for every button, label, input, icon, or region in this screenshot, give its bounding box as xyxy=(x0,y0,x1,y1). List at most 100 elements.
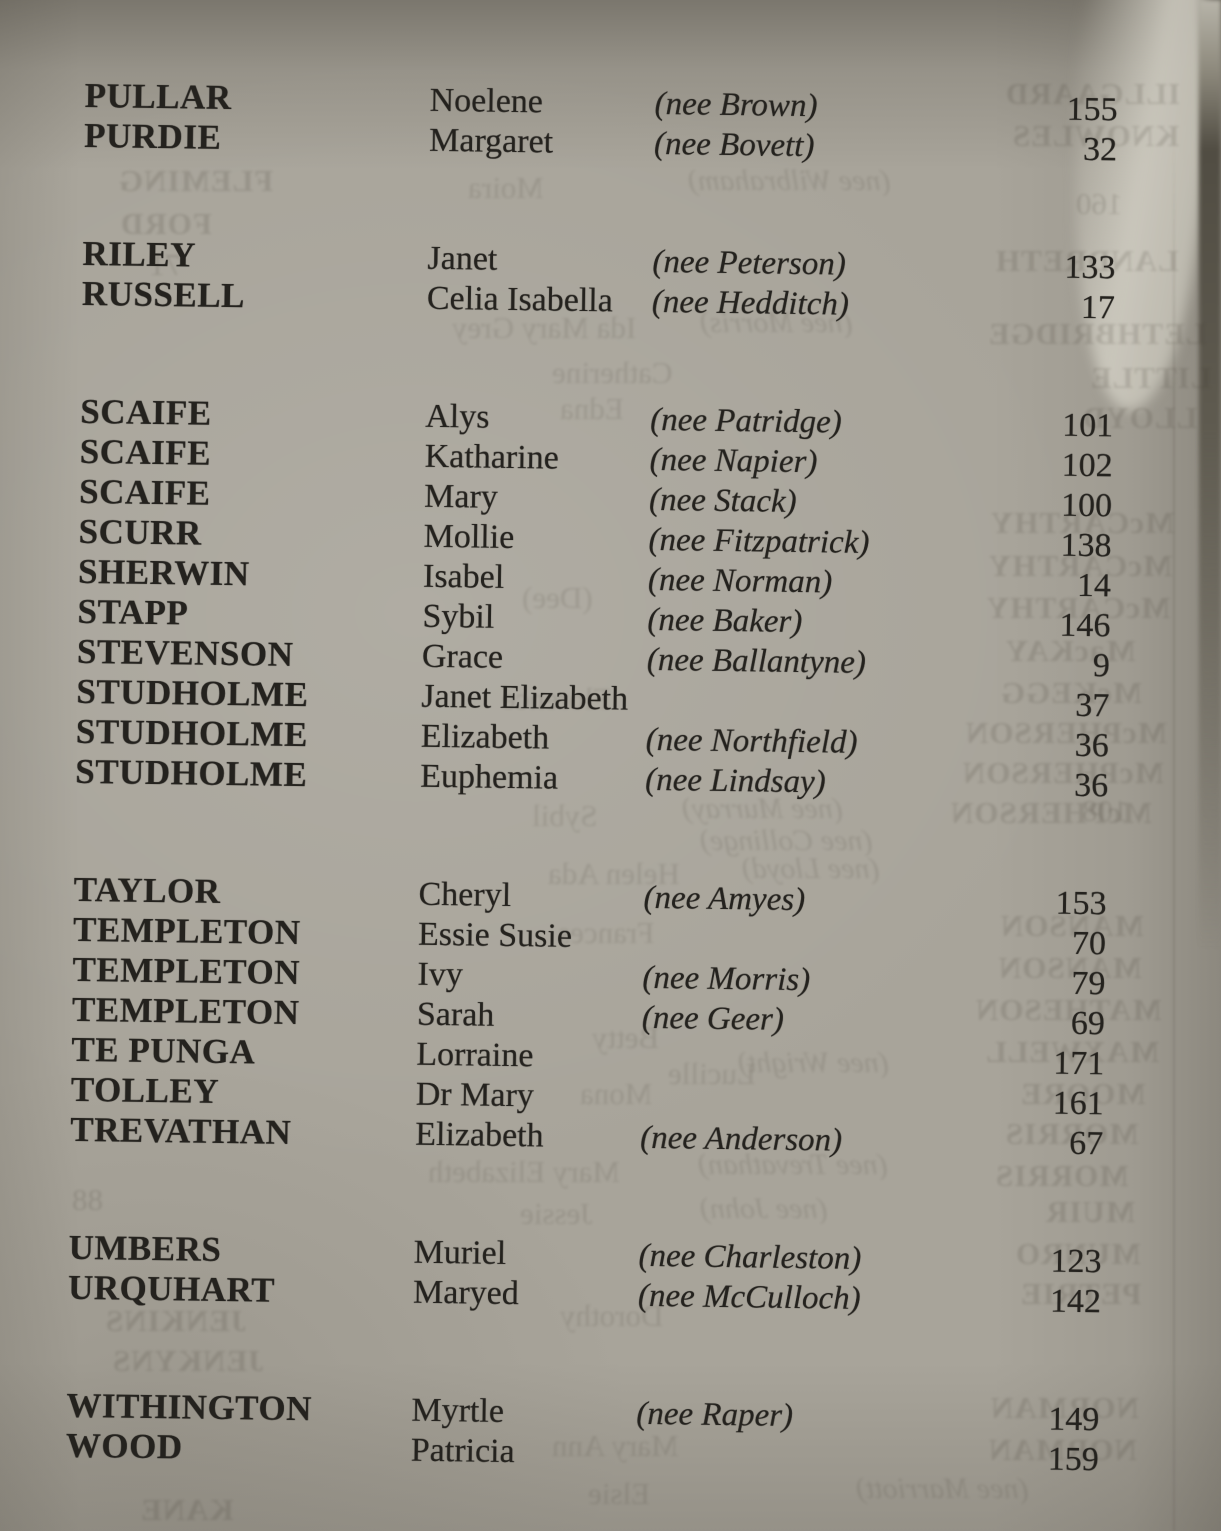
surname: STUDHOLME xyxy=(76,671,309,715)
maiden-name xyxy=(641,1078,987,1123)
surname: WOOD xyxy=(65,1425,183,1467)
given-names: Margaret xyxy=(428,121,554,161)
page-number: 79 xyxy=(1071,964,1106,1003)
given-names: Cheryl xyxy=(418,875,512,915)
maiden-name xyxy=(643,918,989,963)
maiden-name: (nee Ballantyne) xyxy=(646,641,867,681)
given-names: Elizabeth xyxy=(420,717,550,757)
surname: TREVATHAN xyxy=(70,1109,292,1152)
maiden-name: (nee Baker) xyxy=(647,601,803,641)
page-number: 17 xyxy=(1080,288,1116,327)
page-number: 133 xyxy=(1064,248,1116,287)
maiden-name: (nee Hedditch) xyxy=(651,283,850,323)
page-number: 67 xyxy=(1068,1124,1104,1163)
surname: SCAIFE xyxy=(78,471,211,513)
bleedthrough-text: Elsie xyxy=(588,1476,650,1511)
surname: TE PUNGA xyxy=(71,1029,256,1072)
surname: TEMPLETON xyxy=(71,989,300,1033)
maiden-name: (nee Charleston) xyxy=(638,1237,862,1277)
surname: URQUHART xyxy=(67,1267,276,1310)
page-number: 69 xyxy=(1070,1004,1106,1043)
surname: PURDIE xyxy=(83,115,222,157)
maiden-name xyxy=(636,1434,982,1479)
page-number: 101 xyxy=(1061,406,1114,445)
surname: SCAIFE xyxy=(80,391,212,433)
page-number: 138 xyxy=(1060,526,1112,565)
surname: SHERWIN xyxy=(77,551,250,594)
page-number: 37 xyxy=(1075,686,1110,725)
page-number: 102 xyxy=(1061,446,1113,485)
index-group-S: SCAIFE Alys (nee Patridge) 101 SCAIFE Ka… xyxy=(75,392,1113,806)
surname: TOLLEY xyxy=(70,1069,220,1111)
page-number: 155 xyxy=(1066,90,1118,129)
given-names: Ivy xyxy=(417,955,464,994)
page-number: 159 xyxy=(1047,1440,1100,1479)
surname: TEMPLETON xyxy=(72,909,301,953)
page-number: 70 xyxy=(1071,924,1107,963)
given-names: Katharine xyxy=(424,437,560,477)
surname: TAYLOR xyxy=(73,869,221,911)
maiden-name xyxy=(646,680,992,725)
page-number: 32 xyxy=(1082,130,1118,169)
page-number: 36 xyxy=(1074,726,1110,765)
given-names: Grace xyxy=(421,637,504,676)
given-names: Dr Mary xyxy=(415,1075,535,1115)
surname: TEMPLETON xyxy=(72,949,301,993)
page-number: 123 xyxy=(1050,1242,1102,1281)
index-group-W: WITHINGTON Myrtle (nee Raper) 149 WOOD P… xyxy=(66,1386,1100,1480)
page-edge-seam xyxy=(1173,140,1175,1531)
index-group-T: TAYLOR Cheryl (nee Amyes) 153 TEMPLETON … xyxy=(70,870,1107,1164)
maiden-name: (nee Fitzpatrick) xyxy=(648,521,870,561)
given-names: Patricia xyxy=(410,1431,515,1471)
maiden-name: (nee Lindsay) xyxy=(644,761,827,801)
given-names: Mollie xyxy=(423,517,515,557)
maiden-name: (nee Peterson) xyxy=(652,243,847,283)
page-number: 100 xyxy=(1060,486,1113,525)
maiden-name xyxy=(641,1038,987,1083)
page-number: 161 xyxy=(1052,1084,1105,1123)
maiden-name: (nee Geer) xyxy=(641,999,785,1038)
bleedthrough-text: KANE xyxy=(140,1492,234,1527)
given-names: Celia Isabella xyxy=(426,279,614,320)
page-number: 14 xyxy=(1076,566,1112,605)
given-names: Euphemia xyxy=(419,757,559,797)
given-names: Isabel xyxy=(422,557,505,596)
page-number: 146 xyxy=(1059,606,1111,645)
index-group-U: UMBERS Muriel (nee Charleston) 123 URQUH… xyxy=(68,1228,1102,1322)
given-names: Myrtle xyxy=(411,1391,505,1430)
page-number: 153 xyxy=(1055,884,1107,923)
maiden-name: (nee Norman) xyxy=(647,561,833,601)
page-number: 149 xyxy=(1048,1400,1100,1439)
maiden-name: (nee Napier) xyxy=(649,441,818,481)
page-number: 36 xyxy=(1073,766,1109,805)
maiden-name: (nee Bovett) xyxy=(653,125,815,165)
maiden-name: (nee Raper) xyxy=(636,1395,794,1435)
surname: RUSSELL xyxy=(81,273,246,316)
given-names: Maryed xyxy=(412,1273,520,1313)
surname: RILEY xyxy=(82,233,197,275)
page-number: 142 xyxy=(1049,1282,1102,1321)
maiden-name: (nee Amyes) xyxy=(643,879,806,919)
photo-right-edge-shadow xyxy=(1199,0,1221,950)
surname: STEVENSON xyxy=(76,631,294,674)
maiden-name: (nee McCulloch) xyxy=(637,1277,861,1317)
page-number: 9 xyxy=(1092,647,1111,685)
maiden-name: (nee Anderson) xyxy=(639,1119,843,1159)
given-names: Elizabeth xyxy=(414,1115,544,1155)
surname: SCURR xyxy=(78,511,202,553)
given-names: Lorraine xyxy=(416,1035,534,1075)
given-names: Mary xyxy=(423,477,499,516)
maiden-name: (nee Northfield) xyxy=(645,721,858,761)
maiden-name: (nee Patridge) xyxy=(650,401,843,441)
given-names: Noelene xyxy=(429,81,544,121)
surname: STAPP xyxy=(77,591,189,633)
given-names: Muriel xyxy=(413,1233,507,1272)
given-names: Janet xyxy=(427,239,498,278)
given-names: Janet Elizabeth xyxy=(421,677,629,718)
given-names: Sarah xyxy=(416,995,495,1034)
maiden-name: (nee Morris) xyxy=(642,959,811,999)
given-names: Essie Susie xyxy=(417,915,573,955)
surname: WITHINGTON xyxy=(66,1385,313,1429)
surname: STUDHOLME xyxy=(75,751,308,795)
